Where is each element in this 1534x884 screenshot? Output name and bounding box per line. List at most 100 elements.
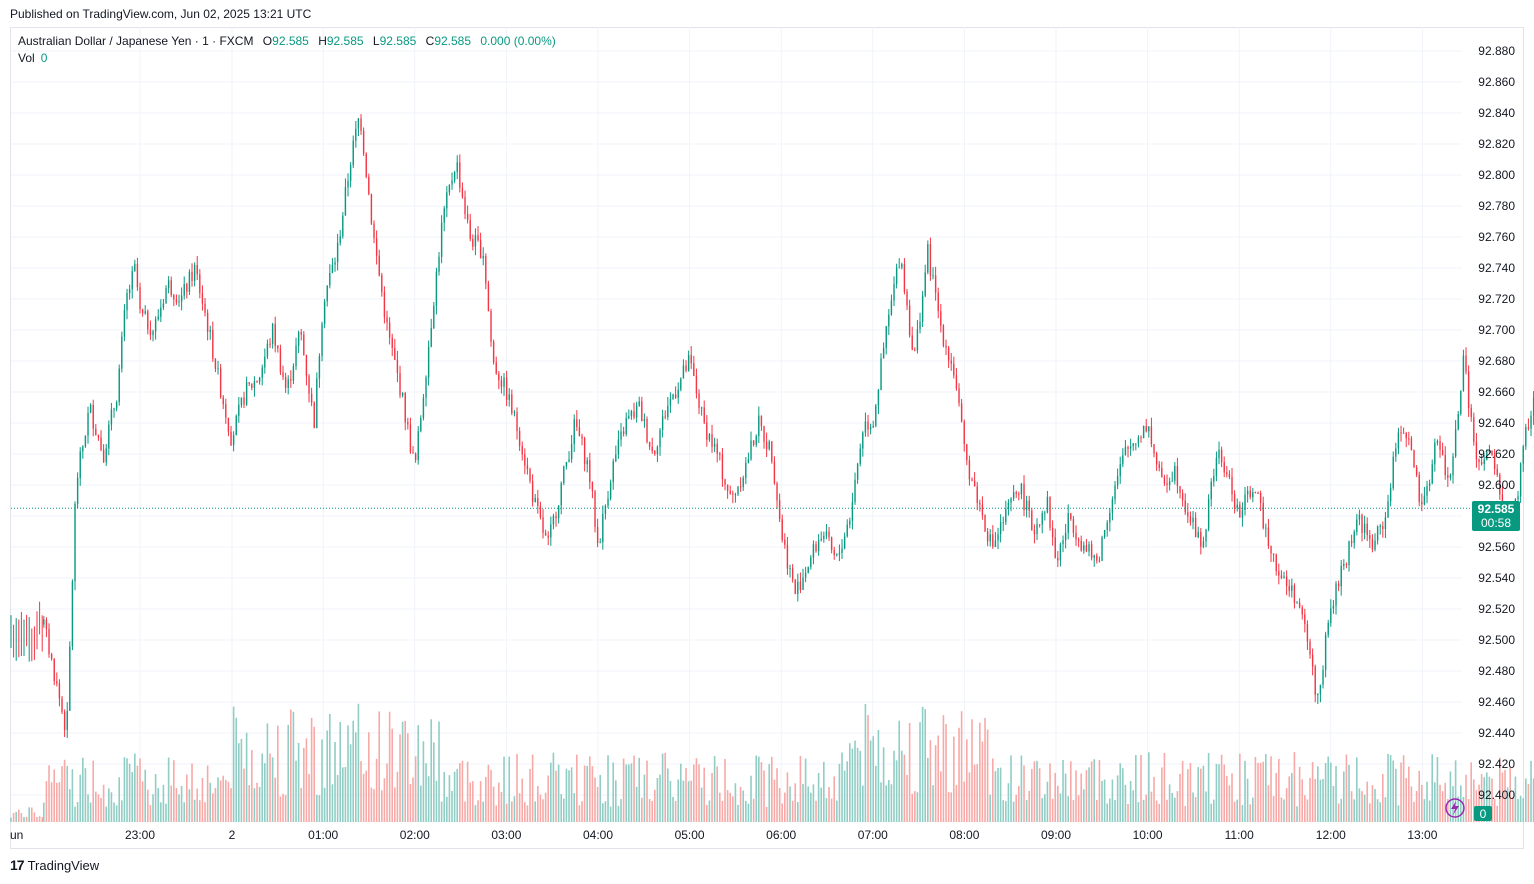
volume-bar (1207, 753, 1210, 822)
volume-bar (173, 760, 175, 822)
candle (435, 267, 438, 315)
candle (1496, 464, 1498, 477)
x-tick-label: 08:00 (949, 828, 979, 842)
candle (737, 486, 739, 497)
volume-bar (726, 790, 729, 822)
candle (1332, 600, 1335, 614)
volume-bar (651, 801, 654, 822)
candle (178, 294, 180, 307)
change-value: 0.000 (0.00%) (480, 34, 556, 48)
volume-bar (781, 803, 784, 822)
candle (880, 353, 882, 391)
lightning-icon[interactable] (1445, 798, 1465, 818)
candle (1428, 479, 1431, 492)
candle (1077, 537, 1080, 548)
candle (825, 523, 828, 540)
volume-bar (342, 767, 344, 822)
volume-bar (664, 752, 667, 822)
volume-bar (630, 763, 633, 822)
symbol-title[interactable]: Australian Dollar / Japanese Yen · 1 · F… (18, 34, 254, 48)
candle (183, 276, 185, 300)
candle (927, 240, 929, 275)
candle (815, 541, 817, 553)
volume-bar (890, 784, 893, 822)
candle (1519, 462, 1522, 503)
candle (1135, 443, 1137, 451)
volume-bar (1517, 798, 1519, 822)
candle (734, 492, 737, 503)
candle (149, 320, 152, 340)
candle (498, 371, 500, 390)
candle (318, 353, 321, 388)
volume-bar (344, 766, 347, 822)
candle (1096, 553, 1098, 564)
volume-bar (160, 802, 162, 822)
volume-bar (682, 780, 685, 822)
volume-bar (963, 781, 966, 822)
volume-bar (648, 799, 651, 822)
volume-bar (1010, 755, 1012, 822)
candle (914, 347, 916, 352)
volume-bar (765, 806, 768, 822)
candle (599, 538, 601, 544)
candle (108, 420, 110, 456)
volume-bar (700, 787, 703, 822)
candle (940, 304, 942, 333)
candle (69, 641, 71, 711)
volume-bar (1070, 761, 1072, 822)
volume-bar (240, 738, 243, 822)
volume-bar (352, 720, 355, 822)
volume-bar (992, 758, 994, 822)
candle (225, 398, 227, 424)
candle (1249, 485, 1251, 500)
volume-bar (1059, 793, 1062, 822)
volume-bar (152, 794, 154, 822)
candle (529, 467, 531, 484)
candle (1179, 486, 1181, 499)
candle (1119, 456, 1121, 484)
candle (1441, 442, 1444, 456)
volume-bar (846, 761, 849, 822)
y-tick-label: 92.660 (1478, 385, 1515, 399)
volume-bar (225, 779, 227, 822)
candle (1418, 471, 1420, 507)
volume-bar (1496, 805, 1499, 822)
candle (430, 318, 432, 348)
candle (534, 493, 536, 503)
candle (568, 451, 570, 463)
volume-bar (594, 777, 596, 822)
volume-bar (544, 792, 547, 822)
volume-bar (446, 796, 448, 822)
candle (300, 328, 302, 341)
candle (126, 288, 128, 320)
volume-bar (128, 763, 131, 822)
volume-bar (399, 734, 401, 822)
volume-bar (443, 771, 446, 822)
volume-bar (1491, 778, 1493, 822)
brand-name: TradingView (27, 857, 100, 873)
volume-bar (453, 771, 456, 822)
volume-bar (381, 790, 383, 822)
candle (817, 534, 820, 556)
candle (1434, 438, 1436, 472)
footer-brand[interactable]: 17 TradingView (10, 857, 99, 873)
candle (131, 266, 133, 299)
volume-bar (97, 794, 100, 822)
candle (1093, 554, 1095, 567)
candle (524, 448, 526, 475)
y-tick-label: 92.460 (1478, 695, 1515, 709)
y-tick-label: 92.760 (1478, 230, 1515, 244)
volume-bar (1454, 760, 1457, 822)
volume-bar (797, 802, 799, 822)
candle (1499, 472, 1501, 500)
candle (695, 368, 698, 399)
candle (1371, 534, 1374, 553)
volume-bar (1265, 754, 1267, 822)
candle (1228, 470, 1231, 480)
candle (383, 286, 386, 324)
candle (1137, 435, 1140, 448)
volume-bar (100, 797, 102, 822)
volume-bar (331, 784, 334, 822)
volume-bar (1509, 766, 1512, 822)
